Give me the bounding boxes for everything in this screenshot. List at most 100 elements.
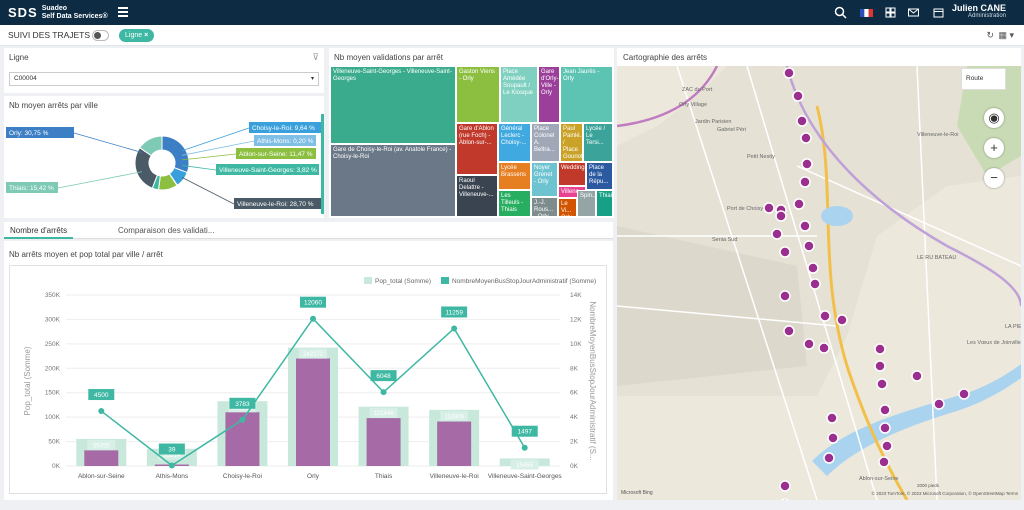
map-stop-marker[interactable] <box>796 115 808 127</box>
treemap-cell[interactable]: Général Leclerc - Choisy-... <box>498 123 531 162</box>
line-point[interactable] <box>168 462 175 469</box>
treemap-cell[interactable]: J.-J. Rous... - Orly <box>531 197 558 217</box>
layout-icon[interactable]: ▦ ▾ <box>998 30 1014 40</box>
grid-icon[interactable] <box>884 6 897 19</box>
donut-label: Thiais: 15,42 % <box>9 185 54 192</box>
line-point[interactable] <box>310 315 316 322</box>
tab-comparaison[interactable]: Comparaison des validati... <box>112 222 221 239</box>
inner-bar[interactable] <box>296 358 330 466</box>
treemap-cell[interactable]: Wedding... <box>558 162 586 186</box>
map-stop-marker[interactable] <box>823 452 835 464</box>
donut-slice[interactable] <box>134 147 158 189</box>
y-axis-label: Pop_total (Somme) <box>23 346 32 415</box>
legend-label: NombreMoyenBusStopJourAdministratif (Som… <box>452 278 596 285</box>
map-stop-marker[interactable] <box>809 278 821 290</box>
inner-bar[interactable] <box>437 421 472 466</box>
line-point[interactable] <box>239 416 246 423</box>
map-stop-marker[interactable] <box>874 360 886 372</box>
treemap-cell[interactable]: Raoul Delattre - Villeneuve-... <box>456 175 498 217</box>
logo[interactable]: SDS Suadeo Self Data Services® <box>8 4 108 21</box>
zoom-out-icon[interactable]: − <box>984 168 1004 188</box>
filter-icon[interactable]: ⊽ <box>312 52 319 62</box>
map-stop-marker[interactable] <box>879 422 891 434</box>
treemap-cell[interactable]: Les Tilleuls - Thiais <box>498 190 531 217</box>
treemap-cell[interactable]: Noyer Grenet - Orly <box>531 162 558 197</box>
map-stop-marker[interactable] <box>807 262 819 274</box>
map-stop-marker[interactable] <box>818 342 830 354</box>
map-stop-marker[interactable] <box>879 404 891 416</box>
map-stop-marker[interactable] <box>933 398 945 410</box>
treemap-cell[interactable]: Gaston Viens - Orly <box>456 66 500 123</box>
map-stop-marker[interactable] <box>793 198 805 210</box>
treemap-cell[interactable]: Place Amédée Soupault / Le Kiosque <box>500 66 538 123</box>
tab-nombre-arrets[interactable]: Nombre d'arrêts <box>4 222 74 239</box>
map-stop-marker[interactable] <box>792 90 804 102</box>
zoom-in-icon[interactable]: + <box>984 138 1004 158</box>
map-stop-marker[interactable] <box>881 440 893 452</box>
map[interactable]: ZAC du Port Orly Village Jardin Parisien Ga… <box>617 66 1021 500</box>
line-data-label: 12060 <box>304 300 322 307</box>
panel-scrollbar[interactable] <box>321 114 324 214</box>
map-stop-marker[interactable] <box>775 210 787 222</box>
map-stop-marker[interactable] <box>826 412 838 424</box>
treemap-cell[interactable]: Le Vi... Orly <box>558 198 577 217</box>
filter-chip-label: Ligne <box>125 32 143 39</box>
filter-chip[interactable]: Ligne × <box>119 29 155 42</box>
bar-data-label-box <box>157 449 186 460</box>
map-stop-marker[interactable] <box>771 228 783 240</box>
search-icon[interactable] <box>834 6 847 19</box>
map-stop-marker[interactable] <box>763 202 775 214</box>
map-stop-marker[interactable] <box>878 456 890 468</box>
map-stop-marker[interactable] <box>779 480 791 492</box>
map-stop-marker[interactable] <box>958 388 970 400</box>
line-point[interactable] <box>451 325 458 332</box>
map-style-button[interactable]: Route <box>961 68 1006 90</box>
map-stop-marker[interactable] <box>819 310 831 322</box>
map-stop-marker[interactable] <box>799 176 811 188</box>
donut-slice[interactable] <box>161 135 190 174</box>
france-flag-icon[interactable] <box>860 6 873 19</box>
inner-bar[interactable] <box>84 450 119 466</box>
filter-toggle[interactable] <box>92 30 109 41</box>
map-stop-marker[interactable] <box>827 432 839 444</box>
treemap-cell[interactable]: Lycée / Le Tersi... <box>583 123 613 162</box>
map-stop-marker[interactable] <box>803 240 815 252</box>
map-stop-marker[interactable] <box>783 325 795 337</box>
line-point[interactable] <box>380 389 387 396</box>
line-point[interactable] <box>98 408 105 415</box>
map-stop-marker[interactable] <box>911 370 923 382</box>
calendar-icon[interactable] <box>932 6 945 19</box>
treemap-cell[interactable]: Place de la Répu... <box>586 162 613 190</box>
map-stop-marker[interactable] <box>803 338 815 350</box>
map-stop-marker[interactable] <box>836 314 848 326</box>
treemap-cell[interactable]: Place Colonel A. Beltra... <box>531 123 560 162</box>
map-stop-marker[interactable] <box>779 290 791 302</box>
line-select[interactable]: C00004 ▾ <box>9 72 319 86</box>
treemap-cell[interactable]: Villeneuve-Saint-Georges - Villeneuve-Sa… <box>330 66 456 144</box>
treemap-cell[interactable]: Jean Jaurès - Orly <box>560 66 613 123</box>
map-stop-marker[interactable] <box>876 378 888 390</box>
close-icon[interactable]: × <box>144 32 149 39</box>
map-stop-marker[interactable] <box>801 158 813 170</box>
locate-icon[interactable]: ◉ <box>984 108 1004 128</box>
treemap-cell[interactable]: Paul Painlé... / Place Gounot <box>560 123 583 162</box>
map-stop-marker[interactable] <box>874 343 886 355</box>
map-stop-marker[interactable] <box>779 246 791 258</box>
inner-bar[interactable] <box>366 418 401 466</box>
user-info[interactable]: Julien CANE Administration <box>952 3 1006 19</box>
refresh-icon[interactable]: ↻ <box>986 30 994 40</box>
mail-icon[interactable] <box>907 6 920 19</box>
donut-slice[interactable] <box>139 135 163 157</box>
map-stop-marker[interactable] <box>783 67 795 79</box>
line-point[interactable] <box>521 444 528 451</box>
treemap-cell[interactable]: Thiais <box>596 190 613 217</box>
treemap-cell[interactable]: Spin... <box>577 190 596 217</box>
map-stop-marker[interactable] <box>799 220 811 232</box>
treemap-cell[interactable]: Gare de Choisy-le-Roi (av. Anatole Franc… <box>330 144 456 217</box>
treemap-cell[interactable]: Gare d'Orly-Ville - Orly <box>538 66 560 123</box>
map-stop-marker[interactable] <box>780 498 790 500</box>
menu-icon[interactable] <box>118 7 128 17</box>
treemap-cell[interactable]: Lycée Brassens <box>498 162 531 190</box>
map-stop-marker[interactable] <box>800 132 812 144</box>
treemap-cell[interactable]: Gare d'Ablon (rue Foch) - Ablon-sur-... <box>456 123 498 175</box>
